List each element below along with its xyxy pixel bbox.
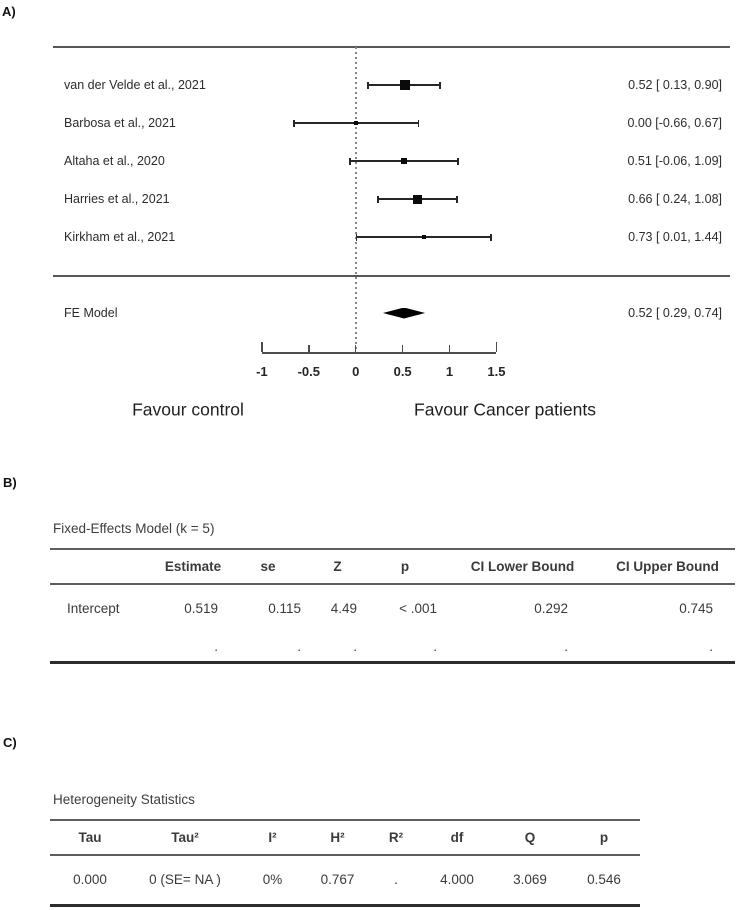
- table-row: Intercept 0.519 0.115 4.49 < .001 0.292 0.745: [50, 584, 735, 632]
- column-header: Estimate: [160, 548, 226, 585]
- column-header: p: [568, 819, 640, 856]
- study-label: Altaha et al., 2020: [64, 154, 165, 168]
- ci-cap-left: [367, 81, 369, 89]
- table-row: ......: [50, 632, 735, 664]
- study-ci-text: 0.52 [ 0.13, 0.90]: [628, 78, 722, 92]
- column-header: Z: [310, 548, 365, 585]
- favour-cancer-label: Favour Cancer patients: [414, 399, 596, 420]
- ci-cap-right: [457, 157, 459, 165]
- table-cell: .: [365, 632, 445, 664]
- ci-cap-right: [456, 195, 458, 203]
- summary-diamond: [382, 307, 426, 319]
- x-tick-label: 1: [445, 364, 454, 379]
- study-ci-text: 0.51 [-0.06, 1.09]: [627, 154, 722, 168]
- study-label: Harries et al., 2021: [64, 192, 170, 206]
- panel-c-label: C): [3, 735, 17, 750]
- ci-cap-right: [490, 233, 492, 241]
- x-axis-tick: [354, 345, 357, 352]
- forest-top-rule: [53, 46, 730, 48]
- ci-cap-right: [439, 81, 441, 89]
- x-tick-label: 0: [352, 364, 360, 379]
- table-cell: 0.745: [679, 601, 713, 616]
- table-cell: 0.115: [268, 601, 301, 616]
- table-cell: .: [445, 632, 600, 664]
- column-header: Tau²: [130, 819, 240, 856]
- column-header: H²: [305, 819, 370, 856]
- x-axis-tick: [401, 345, 404, 352]
- table-cell: 0 (SE= NA ): [130, 855, 240, 907]
- fixed-effects-table-title: Fixed-Effects Model (k = 5): [53, 521, 215, 536]
- estimate-square: [413, 194, 423, 204]
- table-cell: < .001: [399, 601, 437, 616]
- favour-control-label: Favour control: [132, 399, 244, 420]
- study-ci-text: 0.00 [-0.66, 0.67]: [627, 116, 722, 130]
- table-cell: [50, 632, 160, 664]
- zero-reference-line: [355, 47, 357, 352]
- heterogeneity-panel: Heterogeneity Statistics Tau Tau² I² H² R² df…: [50, 791, 640, 907]
- study-label: Kirkham et al., 2021: [64, 230, 176, 244]
- table-cell: 4.000: [422, 855, 492, 907]
- table-cell: .: [226, 632, 310, 664]
- heterogeneity-table-title: Heterogeneity Statistics: [53, 792, 195, 807]
- table-cell: 0.767: [305, 855, 370, 907]
- estimate-square: [399, 80, 410, 90]
- column-header: p: [365, 548, 445, 585]
- panel-a-label: A): [2, 4, 16, 19]
- x-tick-label: -1: [256, 364, 268, 379]
- x-axis-tick: [261, 342, 263, 352]
- ci-cap-left: [377, 195, 379, 203]
- x-tick-label: -0.5: [297, 364, 320, 379]
- column-header: [50, 548, 160, 585]
- table-cell: 0%: [240, 855, 305, 907]
- column-header: Q: [492, 819, 568, 856]
- x-tick-label: 1.5: [487, 364, 506, 379]
- table-cell: .: [370, 855, 422, 907]
- column-header: df: [422, 819, 492, 856]
- ci-cap-left: [349, 157, 351, 165]
- table-cell: 0.546: [568, 855, 640, 907]
- forest-plot: Favour control Favour Cancer patients va…: [0, 0, 751, 440]
- table-cell: 0.519: [184, 601, 218, 616]
- column-header: se: [226, 548, 310, 585]
- column-header: R²: [370, 819, 422, 856]
- table-cell: .: [310, 632, 365, 664]
- table-cell: .: [600, 632, 735, 664]
- study-ci-text: 0.66 [ 0.24, 1.08]: [628, 192, 722, 206]
- table-cell: 0.000: [50, 855, 130, 907]
- study-label: van der Velde et al., 2021: [64, 78, 206, 92]
- table-row: 0.000 0 (SE= NA ) 0% 0.767. 4.000 3.069 0.546: [50, 855, 640, 907]
- ci-cap-left: [355, 233, 358, 241]
- ci-cap-right: [417, 119, 420, 127]
- x-axis-tick: [495, 342, 498, 352]
- table-cell: .: [160, 632, 226, 664]
- x-axis-line: [261, 352, 497, 354]
- panel-b-label: B): [3, 475, 17, 490]
- summary-label: FE Model: [64, 306, 118, 320]
- study-label: Barbosa et al., 2021: [64, 116, 176, 130]
- ci-cap-left: [293, 119, 295, 127]
- table-cell: Intercept: [67, 601, 120, 616]
- table-cell: 4.49: [330, 601, 357, 616]
- column-header: I²: [240, 819, 305, 856]
- column-header: Tau: [50, 819, 130, 856]
- x-axis-tick: [308, 345, 310, 352]
- estimate-square: [353, 121, 358, 125]
- estimate-square: [400, 158, 407, 164]
- x-tick-label: 0.5: [393, 364, 412, 379]
- forest-separator-rule: [53, 275, 730, 277]
- summary-ci-text: 0.52 [ 0.29, 0.74]: [628, 306, 722, 320]
- estimate-square: [422, 235, 427, 239]
- column-header: CI Upper Bound: [600, 548, 735, 585]
- table-cell: 0.292: [534, 601, 568, 616]
- table-cell: 3.069: [492, 855, 568, 907]
- study-ci-text: 0.73 [ 0.01, 1.44]: [628, 230, 722, 244]
- x-axis-tick: [448, 345, 451, 352]
- column-header: CI Lower Bound: [445, 548, 600, 585]
